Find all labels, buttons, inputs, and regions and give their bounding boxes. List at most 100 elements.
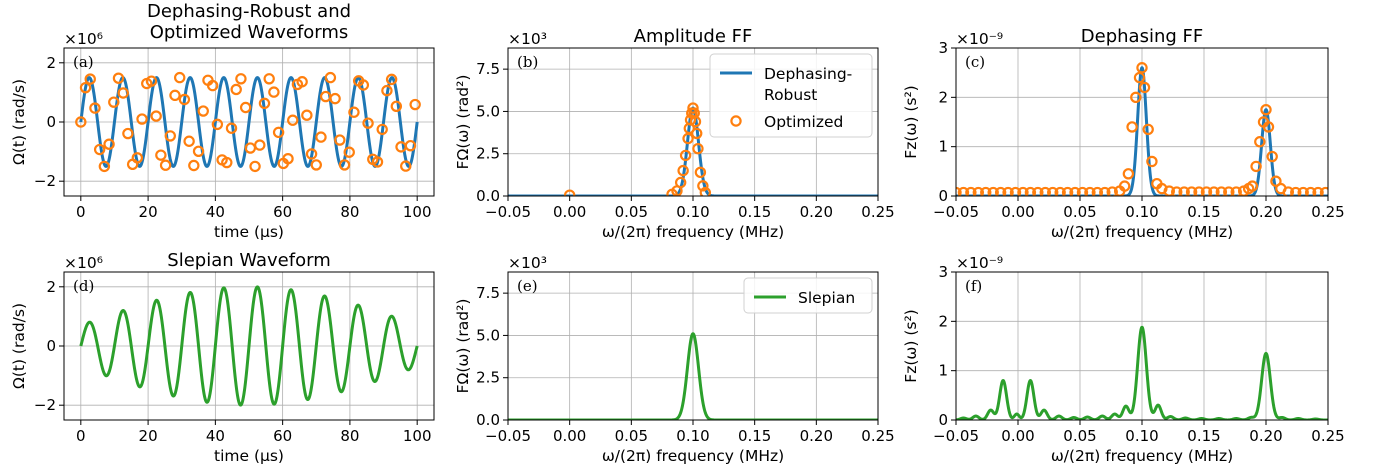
x-tick-label: 40: [206, 203, 225, 221]
data-point: [409, 98, 421, 111]
data-point: [112, 72, 125, 84]
x-tick-label: 0.10: [1125, 427, 1158, 445]
legend-box: [743, 277, 873, 314]
data-point: [1200, 186, 1213, 196]
series-line: [956, 325, 1328, 420]
data-point: [225, 122, 238, 134]
x-tick-label: 0.15: [1187, 427, 1220, 445]
data-point: [348, 106, 360, 118]
x-tick-label: 0.10: [1125, 203, 1158, 221]
data-point: [692, 142, 704, 155]
data-point: [1054, 186, 1066, 196]
data-point: [169, 89, 181, 102]
axis-multiplier: ×10⁻⁹: [956, 30, 1003, 48]
data-point: [694, 166, 707, 179]
data-point: [1230, 186, 1242, 196]
data-point: [1185, 186, 1198, 196]
data-point: [1254, 136, 1266, 148]
panel-label: (b): [517, 53, 538, 71]
y-tick-label: 2: [46, 278, 56, 296]
data-point: [1084, 186, 1096, 196]
data-point: [400, 160, 412, 172]
data-point: [371, 156, 384, 168]
y-tick-label: 3: [938, 263, 948, 281]
axis-multiplier: ×10³: [508, 254, 547, 272]
data-point: [178, 93, 191, 106]
axis-multiplier: ×10⁻⁹: [956, 254, 1003, 272]
x-tick-label: 0.05: [615, 203, 648, 221]
panel-f: −0.05 0.00 0.05 0.10 0.15 0.20 0.25 0 1 2 3 ω/(2π) …: [902, 254, 1345, 465]
data-point: [108, 96, 120, 108]
x-tick-label: 60: [273, 203, 292, 221]
x-tick-label: −0.05: [485, 427, 531, 445]
y-axis-label: Fz(ω) (s²): [902, 309, 920, 382]
x-tick-label: 0.25: [1311, 203, 1344, 221]
data-point: [1260, 103, 1272, 116]
data-point: [287, 114, 299, 126]
data-point: [197, 105, 209, 117]
data-point: [1138, 81, 1151, 94]
data-point: [677, 164, 689, 177]
data-point: [315, 131, 327, 143]
data-point: [1178, 186, 1190, 196]
x-tick-label: 0.05: [1063, 203, 1096, 221]
data-point: [1250, 160, 1262, 173]
x-tick-label: 0.25: [861, 427, 894, 445]
data-point: [263, 73, 275, 85]
y-tick-label: 7.5: [476, 284, 500, 302]
data-point: [117, 87, 129, 99]
x-tick-label: 60: [273, 427, 292, 445]
data-point: [93, 143, 106, 156]
legend-label: Slepian: [798, 289, 855, 307]
data-point: [563, 189, 576, 196]
y-tick-label: 3: [938, 39, 948, 57]
data-point: [687, 102, 699, 114]
y-tick-label: −2: [34, 396, 56, 414]
data-point: [145, 75, 158, 87]
axis-multiplier: ×10³: [508, 30, 547, 48]
data-point: [1297, 186, 1309, 196]
grid: [64, 272, 434, 420]
data-point: [1122, 168, 1135, 180]
x-tick-label: 0.20: [1249, 427, 1282, 445]
y-tick-label: 0: [46, 113, 56, 131]
data-point: [1171, 186, 1183, 196]
panel-label: (a): [73, 53, 94, 71]
data-point: [957, 186, 970, 196]
y-axis-label: FΩ(ω) (rad²): [454, 299, 472, 394]
x-tick-label: 0: [76, 203, 86, 221]
y-tick-label: 0: [938, 411, 948, 429]
series-line: [956, 66, 1328, 196]
data-point: [1146, 155, 1158, 168]
data-point: [994, 186, 1007, 196]
data-point: [84, 73, 96, 85]
legend-box: [709, 53, 873, 138]
data-point: [390, 100, 403, 113]
data-point: [305, 148, 318, 160]
data-point: [1118, 180, 1131, 192]
y-axis-label: FΩ(ω) (rad²): [454, 75, 472, 170]
chart-title: Slepian Waveform: [167, 250, 330, 271]
y-tick-label: 0: [938, 187, 948, 205]
y-tick-label: 1: [938, 362, 948, 380]
y-tick-label: 2: [938, 88, 948, 106]
data-point: [1047, 186, 1059, 196]
data-point: [699, 186, 712, 196]
data-point: [1126, 121, 1138, 133]
data-point: [691, 127, 703, 140]
panel-label: (d): [73, 277, 94, 295]
y-tick-label: 5.0: [476, 326, 500, 344]
y-axis-label: Ω(t) (rad/s): [10, 79, 28, 165]
data-point: [131, 152, 144, 164]
legend-label: Robust: [764, 86, 817, 104]
data-point: [103, 138, 115, 150]
x-tick-label: −0.05: [933, 427, 979, 445]
data-point: [235, 73, 247, 85]
data-point: [362, 117, 374, 129]
x-tick-label: 80: [340, 427, 359, 445]
y-tick-label: 2: [46, 54, 56, 72]
data-point: [1193, 186, 1205, 196]
y-axis-label: Ω(t) (rad/s): [10, 303, 28, 389]
data-point: [98, 160, 111, 173]
x-tick-label: 0.25: [861, 203, 894, 221]
